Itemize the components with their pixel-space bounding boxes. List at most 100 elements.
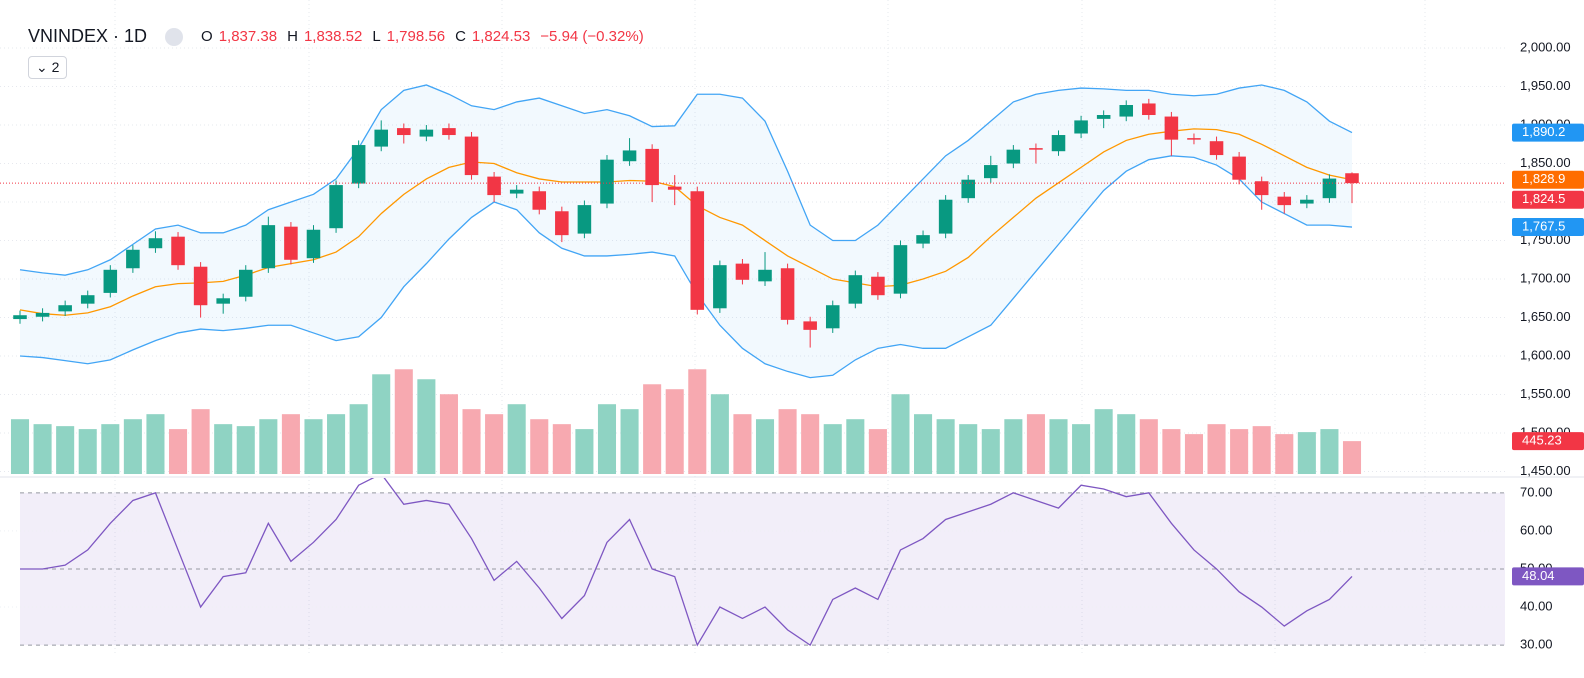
y-tick-label: 1,600.00 bbox=[1520, 347, 1571, 362]
candle-body bbox=[758, 269, 772, 282]
volume-bar bbox=[169, 429, 188, 474]
toggle[interactable] bbox=[165, 27, 184, 46]
candle-body bbox=[35, 312, 50, 317]
y-tick-label: 1,650.00 bbox=[1520, 309, 1571, 324]
volume-bar bbox=[236, 426, 255, 474]
symbol[interactable]: VNINDEX · 1D bbox=[28, 26, 148, 46]
candle-body bbox=[825, 305, 840, 329]
candle-body bbox=[148, 238, 163, 249]
volume-bar bbox=[259, 419, 278, 474]
candle-body bbox=[13, 315, 27, 320]
price-tag-label: 1,824.5 bbox=[1522, 191, 1565, 206]
candle-body bbox=[780, 268, 795, 320]
ohlc-key: C bbox=[455, 28, 466, 45]
price-tag bbox=[1512, 567, 1584, 586]
volume-bar bbox=[1004, 419, 1023, 474]
candle-body bbox=[961, 179, 975, 199]
candle-body bbox=[1029, 148, 1043, 150]
rsi-band bbox=[20, 492, 1505, 646]
candle-body bbox=[193, 266, 208, 306]
volume-bar bbox=[1117, 414, 1136, 474]
candle-body bbox=[893, 245, 908, 294]
rsi-tick-label: 30.00 bbox=[1520, 637, 1553, 652]
candle-body bbox=[645, 148, 659, 186]
candle-body bbox=[1006, 149, 1021, 164]
candle-body bbox=[532, 191, 547, 210]
candle-body bbox=[555, 211, 569, 236]
volume-bar bbox=[462, 409, 481, 474]
volume-bar bbox=[552, 424, 571, 474]
candle-body bbox=[735, 263, 750, 280]
volume-bar bbox=[372, 374, 391, 474]
volume-bar bbox=[1162, 429, 1181, 474]
price-tag-label: 1,767.5 bbox=[1522, 218, 1565, 233]
price-tag bbox=[1512, 123, 1584, 142]
candle-body bbox=[1187, 138, 1201, 140]
price-tag-label: 1,890.2 bbox=[1522, 124, 1565, 139]
volume-bar bbox=[485, 414, 504, 474]
candle-body bbox=[803, 321, 817, 330]
price-tag-label: 1,828.9 bbox=[1522, 171, 1565, 186]
volume-bar bbox=[394, 369, 413, 474]
candle-body bbox=[690, 191, 705, 310]
volume-bar bbox=[733, 414, 752, 474]
candle-body bbox=[487, 176, 501, 196]
volume-bar bbox=[1297, 432, 1316, 474]
volume-bar bbox=[755, 419, 775, 474]
candle-body bbox=[1051, 135, 1066, 152]
price-tag-label: 445.23 bbox=[1522, 433, 1562, 448]
y-tick-label: 1,850.00 bbox=[1520, 155, 1571, 170]
volume-bar bbox=[1230, 429, 1249, 474]
candle-body bbox=[58, 305, 72, 312]
candle-body bbox=[1096, 115, 1111, 119]
volume-bar bbox=[327, 414, 346, 474]
candle-body bbox=[329, 185, 343, 229]
candle-body bbox=[1300, 199, 1314, 204]
volume-bar bbox=[349, 404, 368, 474]
candle-body bbox=[848, 275, 863, 304]
y-tick-label: 1,950.00 bbox=[1520, 78, 1571, 93]
volume-bar bbox=[1275, 434, 1294, 474]
volume-bar bbox=[575, 429, 594, 474]
volume-bar bbox=[643, 384, 662, 474]
candle-body bbox=[1322, 178, 1337, 199]
volume-bar bbox=[801, 414, 820, 474]
ohlc-key: O bbox=[201, 28, 213, 45]
legend-header: VNINDEX · 1D O 1,837.38 H 1,838.52 L 1,798.… bbox=[28, 26, 648, 47]
candle-body bbox=[374, 129, 388, 147]
candle-body bbox=[216, 298, 230, 304]
rsi-line bbox=[20, 478, 1353, 647]
candle-body bbox=[351, 145, 366, 184]
volume-bar bbox=[1342, 441, 1362, 474]
volume-bar bbox=[1026, 414, 1045, 474]
candle-body bbox=[938, 199, 953, 234]
price-tag bbox=[1512, 432, 1584, 451]
candle-body bbox=[509, 189, 524, 194]
candle-body bbox=[1119, 105, 1134, 117]
rsi-clip bbox=[20, 478, 1353, 647]
volume-bar bbox=[597, 404, 617, 474]
candle-body bbox=[419, 129, 434, 137]
volume-bar bbox=[191, 409, 210, 474]
candle-body bbox=[261, 225, 276, 269]
candle-body bbox=[1277, 196, 1292, 206]
volume-bar bbox=[1252, 426, 1271, 474]
volume-bar bbox=[1207, 424, 1226, 474]
volume-bar bbox=[868, 429, 887, 474]
candle-body bbox=[284, 226, 298, 260]
y-tick-label: 1,550.00 bbox=[1520, 386, 1571, 401]
volume-bar bbox=[281, 414, 300, 474]
volume-bar bbox=[891, 394, 910, 474]
volume-bar bbox=[1184, 434, 1203, 474]
volume-bar bbox=[10, 419, 30, 474]
ohlc-value: 1,824.53 bbox=[471, 28, 531, 45]
indicators-toggle[interactable]: ⌄ 2 bbox=[28, 56, 68, 79]
candle-body bbox=[713, 265, 727, 309]
volume-bar bbox=[530, 419, 549, 474]
volume-bar bbox=[56, 426, 75, 474]
volume-bar bbox=[439, 394, 458, 474]
volume-bar bbox=[1320, 429, 1339, 474]
ohlc-value: 1,837.38 bbox=[218, 28, 278, 45]
